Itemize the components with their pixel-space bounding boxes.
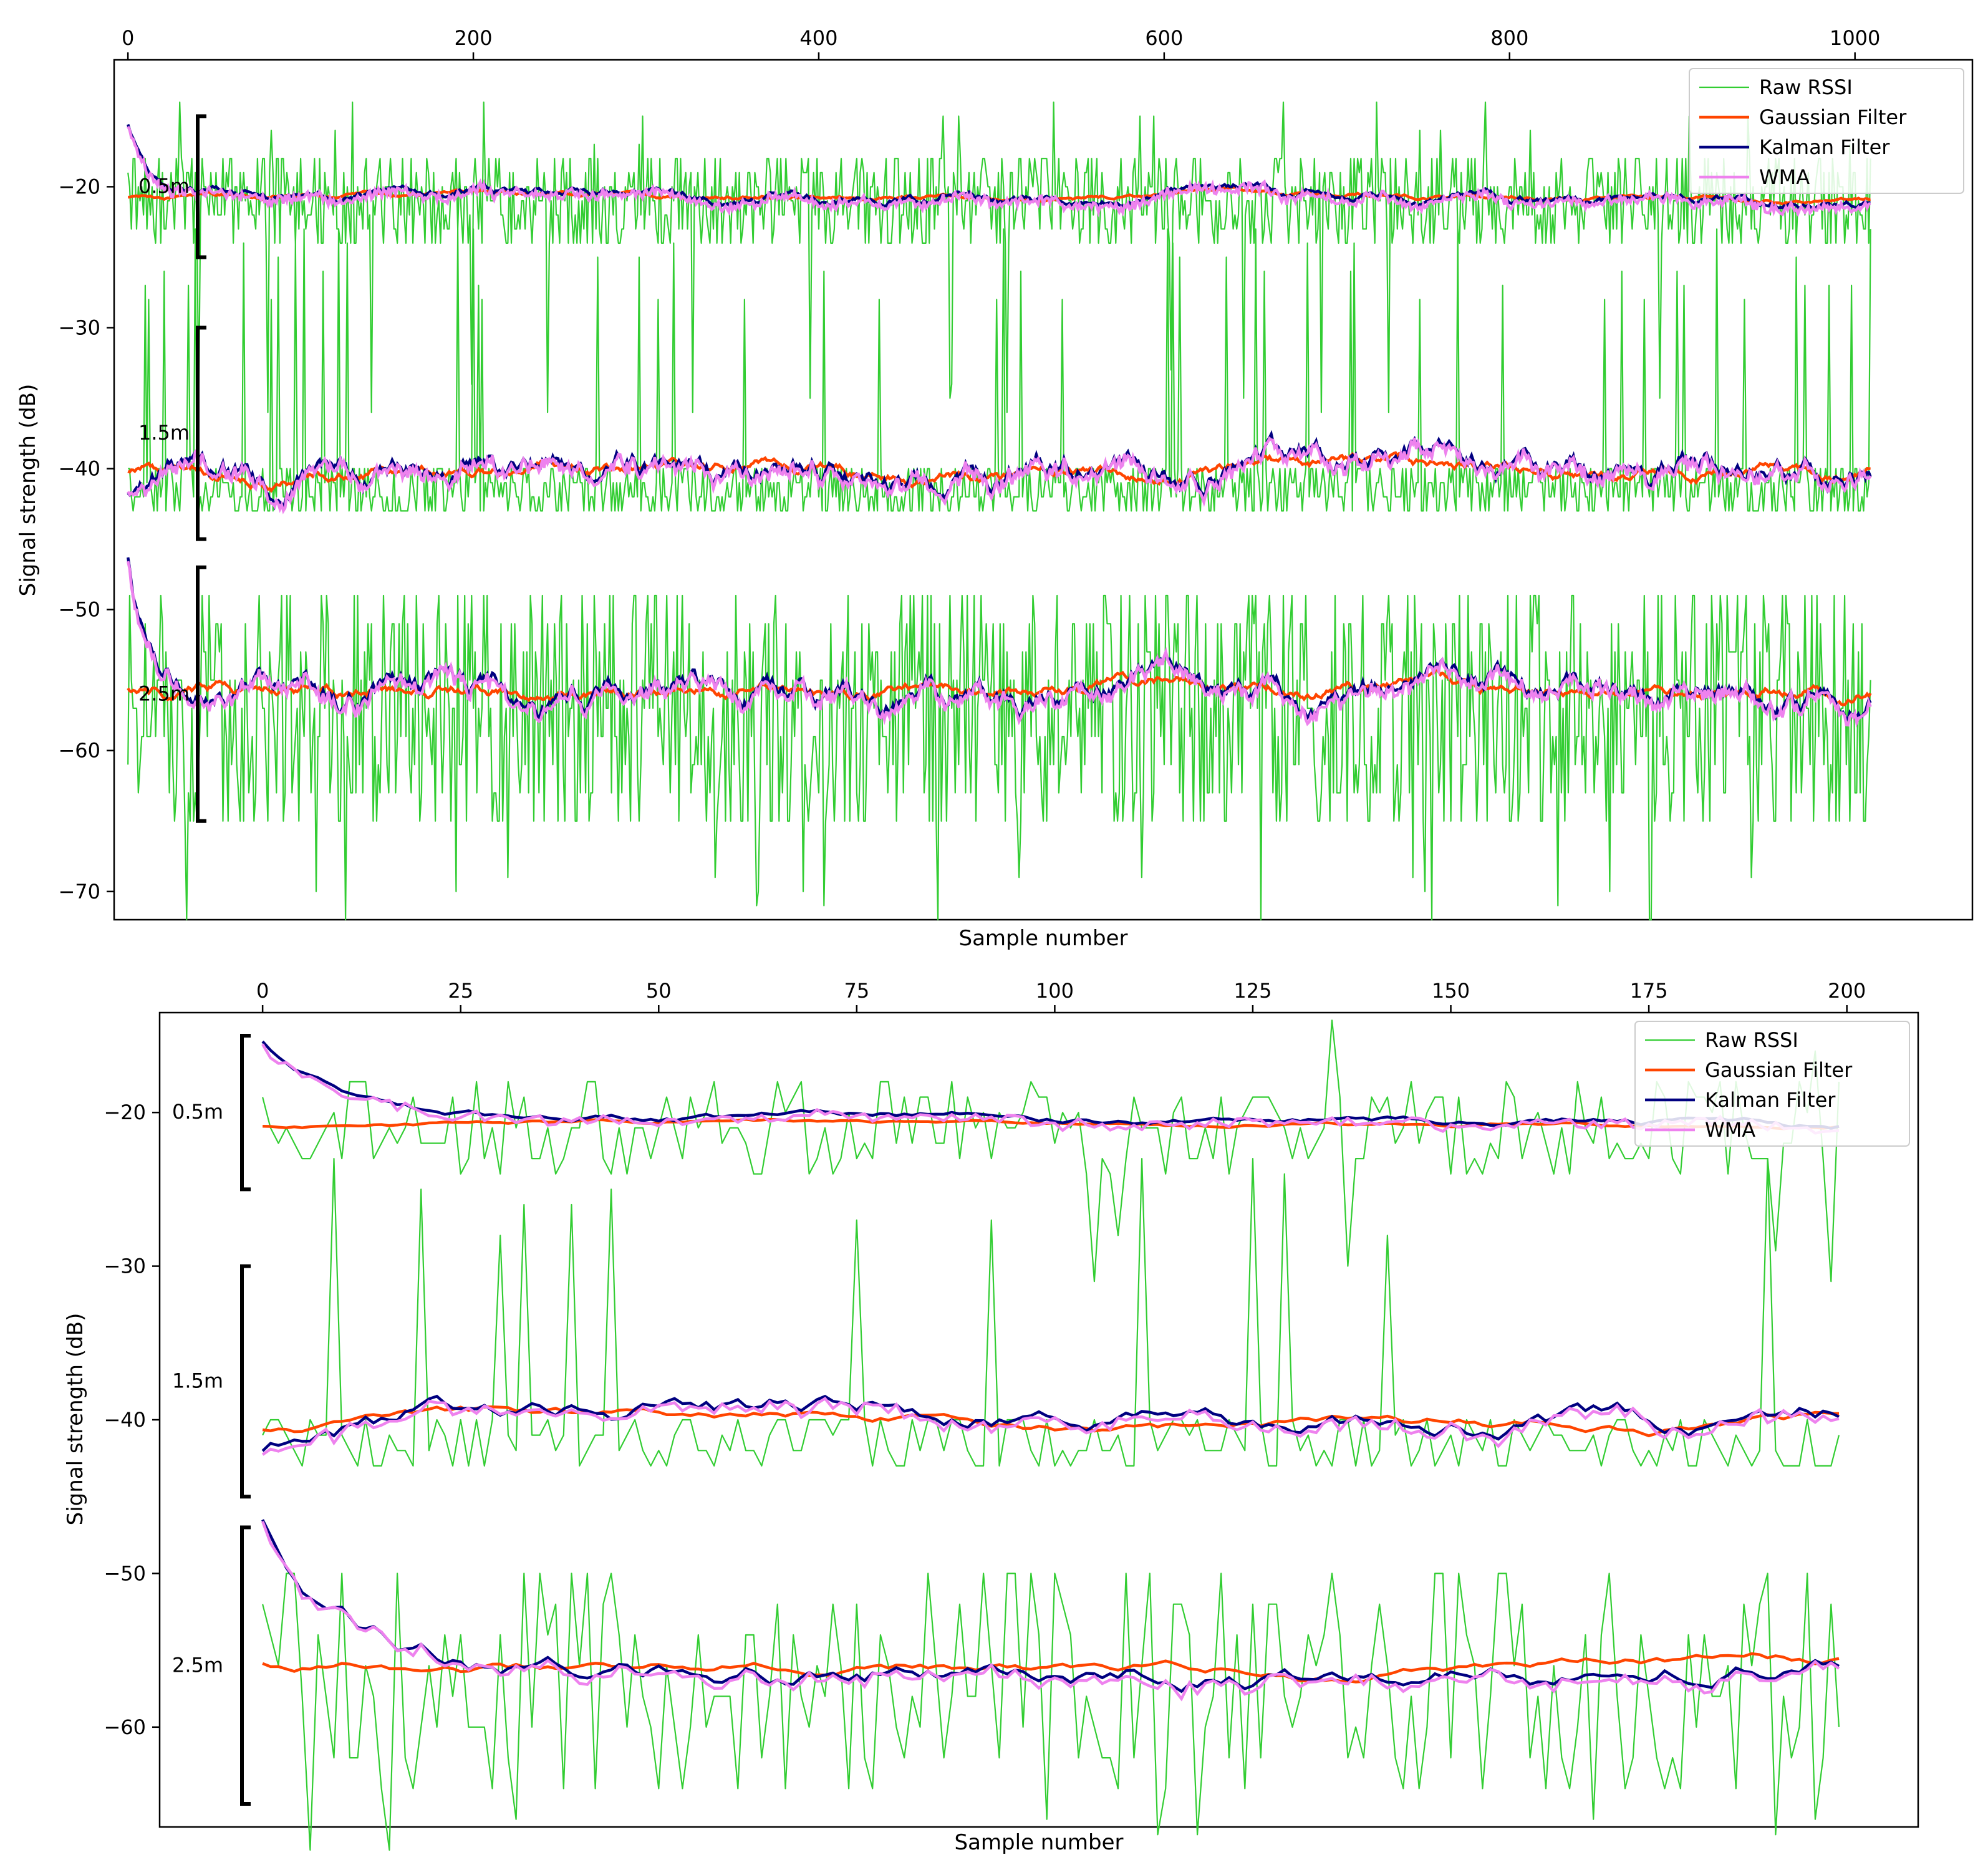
raw-rssi-line [262,1157,1840,1467]
x-tick-label: 75 [844,979,869,1003]
y-tick-label: −40 [58,457,100,481]
x-tick-label: 125 [1233,979,1271,1003]
y-axis-label: Signal strength (dB) [16,384,41,597]
distance-bracket [240,1033,251,1192]
legend-label: Gaussian Filter [1759,105,1907,129]
legend-label: WMA [1759,165,1810,189]
raw-rssi-line [127,101,1871,413]
x-axis-ticks: 0 200 400 600 800 1000 [122,26,1880,60]
distance-bracket [240,1264,251,1499]
wma-line [261,1397,1840,1456]
x-tick-label: 50 [646,979,672,1003]
wma-line [261,1043,1840,1135]
x-tick-label: 800 [1490,26,1528,50]
distance-label: 1.5m [172,1369,223,1392]
chart-panel-zoomed: 0.5m 1.5m 2.5m −20 −30 −40 −50 −60 0 25 50 75 100 1… [63,979,1919,1855]
distance-bracket [196,565,206,823]
chart-panel-full-run: 0.5m 1.5m 2.5m −20 −30 −40 −50 −60 −70 0 200 400 6… [16,26,1974,951]
kalman-filter-line [261,1519,1840,1694]
x-tick-label: 0 [122,26,134,50]
distance-bracket [196,114,206,259]
y-tick-label: −30 [104,1255,146,1278]
y-axis-ticks: −20 −30 −40 −50 −60 [104,1101,160,1739]
plot-area [126,101,1872,921]
distance-label: 0.5m [138,174,190,198]
distance-brackets: 0.5m 1.5m 2.5m [172,1033,251,1806]
raw-rssi-line [262,1573,1840,1851]
distance-bracket [240,1525,251,1806]
distance-bracket [196,325,206,541]
legend-label: Kalman Filter [1705,1088,1836,1112]
kalman-filter-line [261,1394,1840,1452]
y-axis-label: Signal strength (dB) [63,1313,88,1526]
x-tick-label: 25 [448,979,473,1003]
wma-line [261,1521,1840,1702]
y-tick-label: −20 [104,1101,146,1124]
x-axis-label: Sample number [955,1830,1124,1855]
wma-line [127,125,1871,218]
x-tick-label: 600 [1145,26,1183,50]
x-tick-label: 100 [1036,979,1074,1003]
y-tick-label: −60 [104,1715,146,1739]
kalman-filter-line [126,557,1872,721]
wma-line [127,561,1872,728]
y-tick-label: −20 [58,175,100,198]
distance-label: 1.5m [138,421,190,445]
wma-line [127,436,1872,514]
y-tick-label: −30 [58,316,100,340]
legend-label: Raw RSSI [1705,1028,1798,1052]
legend-label: WMA [1705,1118,1755,1142]
x-tick-label: 150 [1432,979,1470,1003]
legend-label: Gaussian Filter [1705,1058,1853,1082]
legend-label: Kalman Filter [1759,135,1890,159]
y-tick-label: −70 [58,880,100,904]
x-tick-label: 200 [455,26,493,50]
x-tick-label: 200 [1828,979,1866,1003]
y-tick-label: −50 [104,1561,146,1585]
x-tick-label: 175 [1630,979,1668,1003]
x-tick-label: 1000 [1830,26,1880,50]
legend-box [1689,68,1964,194]
distance-brackets: 0.5m 1.5m 2.5m [138,114,206,823]
legend: Raw RSSI Gaussian Filter Kalman Filter WMA [1689,68,1964,194]
legend-label: Raw RSSI [1759,75,1853,99]
x-axis-ticks: 0 25 50 75 100 125 150 175 200 [256,979,1866,1013]
y-tick-label: −60 [58,739,100,763]
x-tick-label: 400 [799,26,837,50]
x-tick-label: 0 [256,979,269,1003]
y-axis-ticks: −20 −30 −40 −50 −60 −70 [58,175,114,904]
distance-label: 2.5m [138,682,190,705]
x-axis-label: Sample number [959,926,1128,951]
plot-area [261,1019,1840,1851]
legend-box [1634,1021,1910,1147]
distance-label: 2.5m [172,1653,223,1677]
y-tick-label: −40 [104,1408,146,1432]
legend: Raw RSSI Gaussian Filter Kalman Filter WMA [1634,1021,1910,1147]
y-tick-label: −50 [58,598,100,622]
distance-label: 0.5m [172,1100,223,1124]
